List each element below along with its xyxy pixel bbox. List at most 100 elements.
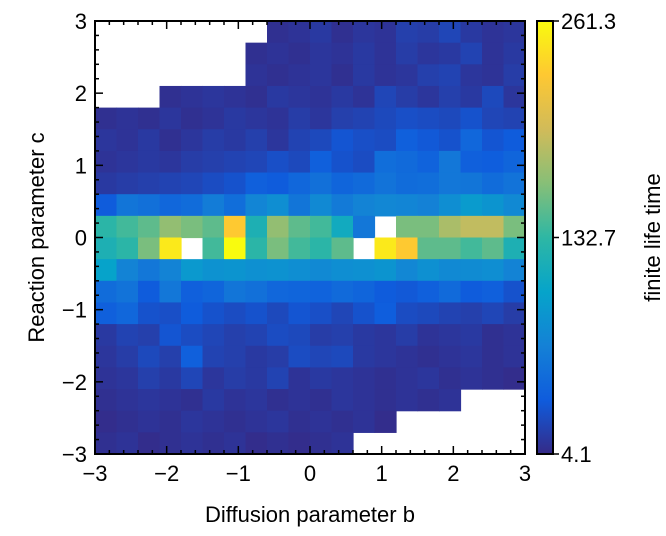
heatmap-cell	[245, 172, 268, 195]
colorbar	[536, 20, 554, 455]
heatmap-cell	[482, 129, 505, 152]
heatmap-cell	[353, 324, 376, 347]
heatmap-cell	[460, 21, 483, 44]
heatmap-cell	[310, 432, 333, 455]
heatmap-cell	[503, 42, 526, 65]
heatmap-cell	[224, 150, 247, 174]
heatmap-cell	[482, 107, 505, 130]
heatmap-cell	[503, 194, 526, 217]
heatmap-cell	[159, 215, 182, 239]
heatmap-cell	[439, 42, 462, 65]
heatmap-cell	[353, 21, 376, 44]
heatmap-cell	[374, 42, 397, 65]
heatmap-cell	[503, 107, 526, 130]
heatmap-cell	[159, 345, 182, 368]
heatmap-cell	[181, 215, 204, 239]
heatmap-cell	[310, 107, 333, 130]
y-tick-label: 0	[75, 226, 87, 251]
heatmap-cell	[374, 237, 397, 260]
heatmap-cell	[202, 324, 225, 347]
heatmap-cell	[374, 21, 397, 44]
heatmap-cell	[396, 280, 419, 304]
axis-ticks	[94, 20, 526, 455]
heatmap-cell	[159, 324, 182, 347]
x-tick-label: 1	[376, 461, 388, 486]
y-tick-label: 1	[75, 153, 87, 178]
heatmap-cell	[159, 280, 182, 304]
heatmap-cell	[503, 215, 526, 239]
heatmap-cell	[245, 302, 268, 325]
heatmap-cell	[417, 237, 440, 260]
heatmap-cell	[95, 432, 118, 455]
heatmap-cell	[396, 194, 419, 217]
heatmap-cell	[202, 194, 225, 217]
heatmap-cell	[482, 85, 505, 109]
heatmap-cell	[460, 85, 483, 109]
heatmap-cell	[374, 410, 397, 433]
heatmap-cell	[396, 389, 419, 412]
heatmap-cell	[374, 389, 397, 412]
heatmap-cell	[396, 237, 419, 260]
heatmap-cell	[95, 259, 118, 282]
heatmap-cell	[267, 129, 290, 152]
heatmap-cell	[503, 64, 526, 87]
heatmap-cell	[159, 389, 182, 412]
heatmap-cell	[460, 259, 483, 282]
heatmap-cell	[417, 172, 440, 195]
heatmap-cell	[460, 64, 483, 87]
heatmap-cell	[331, 389, 354, 412]
heatmap-cell	[310, 410, 333, 433]
heatmap-cell	[138, 345, 161, 368]
heatmap-cell	[331, 280, 354, 304]
heatmap-cell	[138, 194, 161, 217]
heatmap-cell	[417, 215, 440, 239]
heatmap-cell	[288, 107, 311, 130]
heatmap-cell	[374, 172, 397, 195]
heatmap-cell	[181, 194, 204, 217]
heatmap-cell	[331, 194, 354, 217]
heatmap-cell	[202, 280, 225, 304]
heatmap-cell	[374, 324, 397, 347]
heatmap-cell	[267, 302, 290, 325]
colorbar-title: finite life time	[640, 173, 665, 301]
heatmap-cell	[374, 107, 397, 130]
heatmap-cell	[138, 302, 161, 325]
heatmap-cell	[288, 302, 311, 325]
heatmap-cell	[202, 345, 225, 368]
heatmap-cell	[116, 107, 139, 130]
heatmap-cell	[288, 367, 311, 390]
heatmap-cell	[288, 42, 311, 65]
heatmap-cell	[224, 237, 247, 260]
heatmap-cell	[482, 194, 505, 217]
y-axis-title: Reaction parameter c	[24, 132, 49, 342]
heatmap-cell	[374, 302, 397, 325]
heatmap-cell	[331, 345, 354, 368]
heatmap-cell	[353, 280, 376, 304]
heatmap-cell	[288, 85, 311, 109]
heatmap-cell	[267, 410, 290, 433]
x-tick-label: 2	[447, 461, 459, 486]
heatmap-cell	[181, 410, 204, 433]
heatmap-cell	[95, 107, 118, 130]
heatmap-cell	[245, 150, 268, 174]
heatmap-cell	[331, 150, 354, 174]
heatmap-cell	[310, 129, 333, 152]
heatmap-cell	[503, 150, 526, 174]
heatmap-cell	[396, 324, 419, 347]
heatmap-cell	[202, 85, 225, 109]
heatmap-cell	[460, 302, 483, 325]
colorbar-tick-label: 132.7	[561, 226, 616, 251]
heatmap-cell	[460, 367, 483, 390]
heatmap-cell	[439, 129, 462, 152]
heatmap-cell	[181, 324, 204, 347]
heatmap-cell	[417, 150, 440, 174]
heatmap-cell	[95, 324, 118, 347]
x-tick-label: 0	[304, 461, 316, 486]
heatmap-cell	[331, 215, 354, 239]
heatmap-cell	[417, 345, 440, 368]
heatmap-cell	[460, 345, 483, 368]
heatmap-cell	[310, 345, 333, 368]
heatmap-cell	[331, 42, 354, 65]
heatmap-cell	[396, 107, 419, 130]
